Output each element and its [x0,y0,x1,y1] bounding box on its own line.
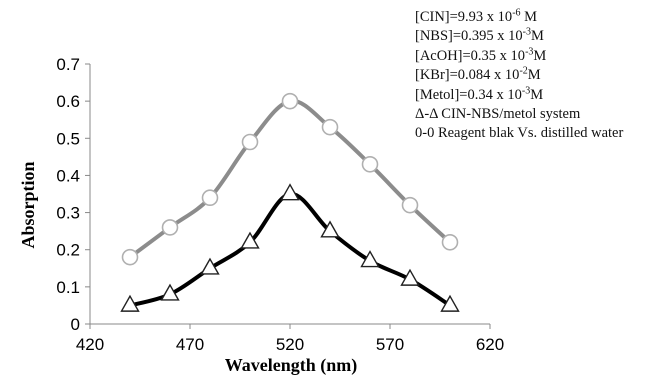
circle-marker [361,155,379,173]
circle-marker [281,92,299,110]
triangle-marker [240,231,260,249]
legend-unit: M [527,67,541,84]
series-line-1 [128,99,452,260]
x-tick-label: 520 [276,335,304,354]
legend-line: [KBr]=0.084 x 10-2M [415,66,647,85]
legend-exponent: -6 [512,7,521,19]
triangle-marker [320,220,340,238]
series-line-2 [128,192,452,308]
y-tick-label: 0.2 [56,241,80,260]
legend-unit: M [520,9,538,25]
legend-text: [CIN]=9.93 x 10 [415,9,513,25]
y-tick-label: 0.6 [56,92,80,111]
legend-exponent: -3 [521,85,531,97]
triangle-marker [120,294,140,312]
legend-line: 0-0 Reagent blak Vs. distilled water [415,124,647,143]
legend-text: [KBr]=0.084 x 10 [415,67,520,84]
y-tick-label: 0.3 [56,204,80,223]
circle-marker [161,219,179,236]
chart-axes: 420 470 520 570 620 0 0.1 0.2 0.3 0.4 0.5 0.6 0.7 [56,55,504,354]
legend-unit: M [530,86,544,103]
triangle-marker [200,257,220,275]
triangle-marker [400,268,420,286]
circle-marker [121,248,139,266]
x-axis-title: Wavelength (nm) [225,355,358,376]
y-tick-label: 0.5 [56,129,80,148]
x-tick-label: 470 [176,335,204,354]
circle-marker [401,196,419,214]
chart-legend: [CIN]=9.93 x 10-6 M [NBS]=0.395 x 10-3M [A… [415,8,647,144]
circle-marker [201,189,219,207]
triangle-marker [360,250,380,268]
legend-text: 0-0 Reagent blak Vs. distilled water [415,125,624,142]
legend-text: Δ-Δ CIN-NBS/metol system [415,106,581,123]
x-tick-label: 570 [376,335,404,354]
series-layer [120,92,460,312]
triangle-marker [160,283,180,301]
legend-exponent: -2 [519,65,528,77]
y-axis-title: Absorption [18,161,38,248]
legend-line: [CIN]=9.93 x 10-6 M [415,8,647,27]
legend-line: [Metol]=0.34 x 10-3M [415,86,647,105]
triangle-marker [280,183,300,201]
legend-exponent: -3 [522,26,532,38]
triangle-marker [440,294,460,312]
legend-unit: M [531,28,544,45]
y-tick-label: 0 [71,315,80,334]
legend-text: [AcOH]=0.35 x 10 [415,47,526,64]
legend-line: [AcOH]=0.35 x 10-3M [415,47,647,66]
legend-text: [Metol]=0.34 x 10 [415,86,522,103]
x-tick-label: 420 [76,335,104,354]
circle-marker [441,233,459,251]
legend-line: Δ-Δ CIN-NBS/metol system [415,105,647,124]
x-tick-label: 620 [476,335,504,354]
legend-unit: M [533,47,547,64]
legend-text: [NBS]=0.395 x 10 [415,28,523,45]
circle-marker [321,118,339,136]
y-tick-label: 0.4 [56,166,80,185]
y-tick-label: 0.1 [56,278,80,297]
legend-exponent: -3 [525,46,534,58]
circle-marker [241,133,259,151]
legend-line: [NBS]=0.395 x 10-3M [415,27,647,46]
y-tick-label: 0.7 [56,55,80,74]
